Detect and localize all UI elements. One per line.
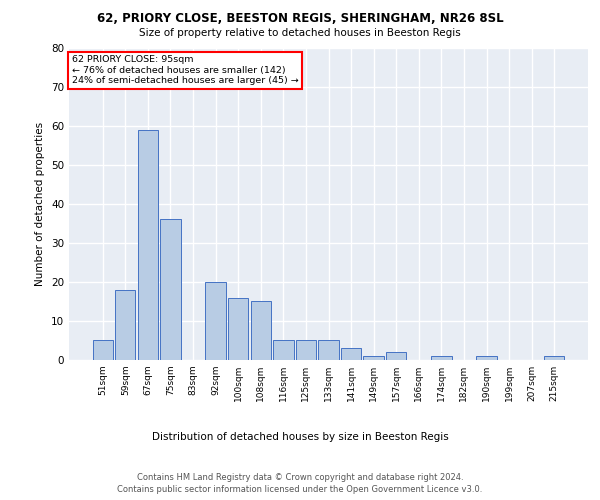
Bar <box>296 340 316 360</box>
Bar <box>476 356 497 360</box>
Bar <box>92 340 113 360</box>
Text: Distribution of detached houses by size in Beeston Regis: Distribution of detached houses by size … <box>152 432 448 442</box>
Bar <box>205 282 226 360</box>
Bar <box>115 290 136 360</box>
Text: Size of property relative to detached houses in Beeston Regis: Size of property relative to detached ho… <box>139 28 461 38</box>
Bar <box>251 302 271 360</box>
Bar <box>341 348 361 360</box>
Bar <box>160 220 181 360</box>
Text: 62, PRIORY CLOSE, BEESTON REGIS, SHERINGHAM, NR26 8SL: 62, PRIORY CLOSE, BEESTON REGIS, SHERING… <box>97 12 503 26</box>
Bar <box>431 356 452 360</box>
Text: Contains HM Land Registry data © Crown copyright and database right 2024.: Contains HM Land Registry data © Crown c… <box>137 472 463 482</box>
Bar <box>319 340 338 360</box>
Bar <box>273 340 293 360</box>
Y-axis label: Number of detached properties: Number of detached properties <box>35 122 46 286</box>
Text: 62 PRIORY CLOSE: 95sqm
← 76% of detached houses are smaller (142)
24% of semi-de: 62 PRIORY CLOSE: 95sqm ← 76% of detached… <box>71 56 298 85</box>
Bar <box>364 356 384 360</box>
Bar <box>386 352 406 360</box>
Text: Contains public sector information licensed under the Open Government Licence v3: Contains public sector information licen… <box>118 485 482 494</box>
Bar <box>138 130 158 360</box>
Bar <box>228 298 248 360</box>
Bar <box>544 356 565 360</box>
